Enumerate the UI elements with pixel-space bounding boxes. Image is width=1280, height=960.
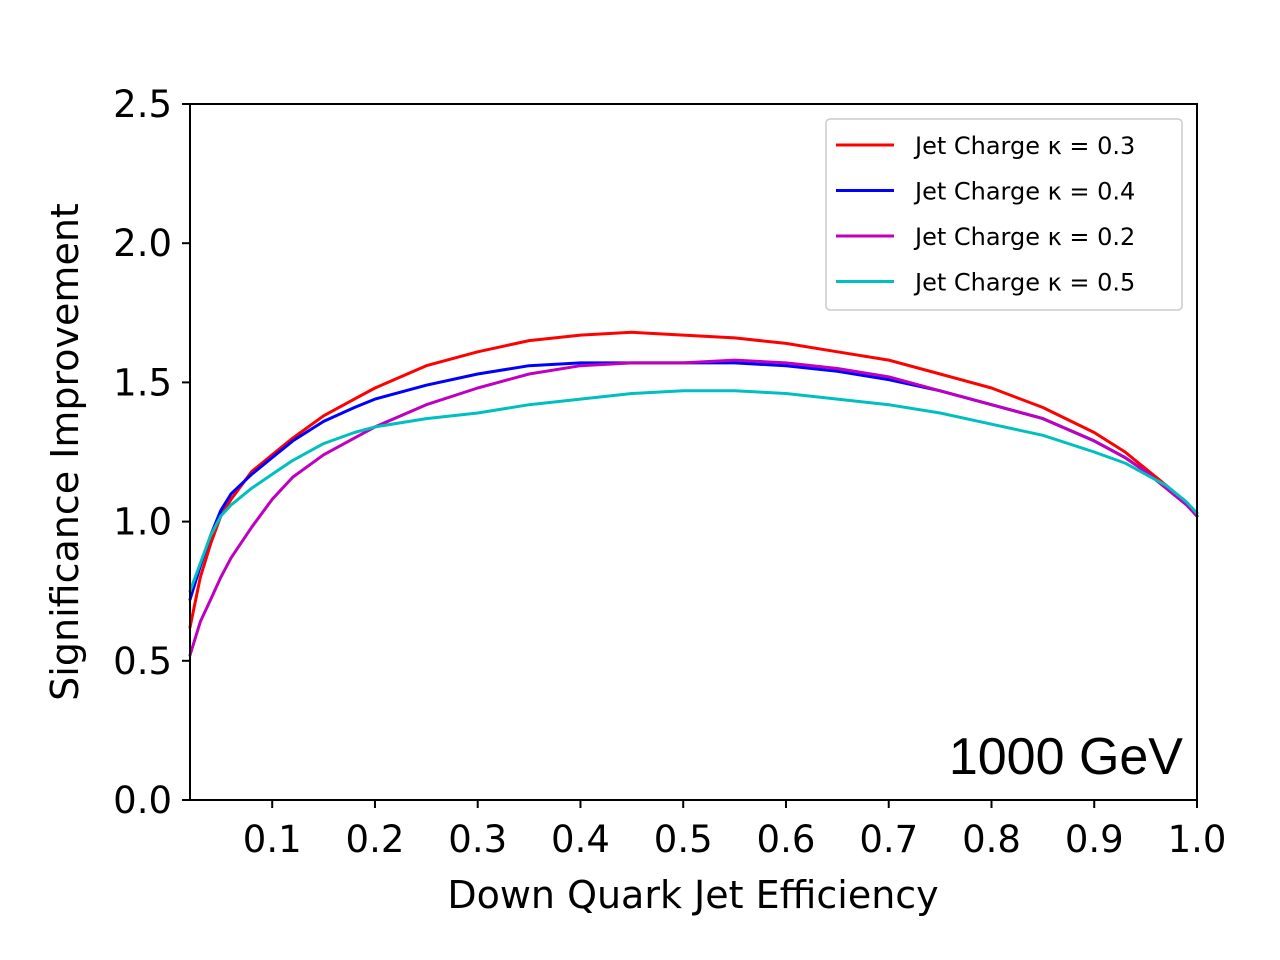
x-tick-label: 0.1 <box>243 818 302 861</box>
ticks-layer: 0.1 0.2 0.3 0.4 0.5 0.6 0.7 0.8 0.9 1.0 0.0 0.5 1.0 1… <box>113 83 1226 861</box>
chart-annotation: 1000 GeV <box>949 728 1183 786</box>
x-tick-label: 1.0 <box>1168 818 1227 861</box>
series-line-2 <box>188 358 1199 657</box>
y-tick-label: 1.5 <box>113 361 172 404</box>
x-axis-label: Down Quark Jet Efficiency <box>447 873 938 917</box>
y-tick-label: 2.0 <box>113 222 172 265</box>
series-layer <box>188 330 1199 657</box>
y-tick-label: 1.0 <box>113 501 172 544</box>
legend: Jet Charge κ = 0.3 Jet Charge κ = 0.4 Jet … <box>825 118 1183 311</box>
legend-label-2: Jet Charge κ = 0.2 <box>913 223 1135 251</box>
y-tick-label: 0.5 <box>113 640 172 683</box>
series-line-3 <box>188 389 1199 593</box>
x-tick-label: 0.4 <box>551 818 610 861</box>
x-tick-label: 0.6 <box>757 818 816 861</box>
y-tick-label: 0.0 <box>113 779 172 822</box>
x-tick-label: 0.3 <box>448 818 507 861</box>
x-tick-label: 0.2 <box>346 818 405 861</box>
x-tick-label: 0.7 <box>859 818 918 861</box>
x-tick-label: 0.8 <box>962 818 1021 861</box>
y-axis-label: Significance Improvement <box>43 203 87 701</box>
x-tick-label: 0.5 <box>654 818 713 861</box>
legend-box <box>825 118 1183 311</box>
y-tick-label: 2.5 <box>113 83 172 126</box>
plot-frame <box>189 103 1198 801</box>
legend-label-0: Jet Charge κ = 0.3 <box>913 132 1135 160</box>
x-tick-label: 0.9 <box>1065 818 1124 861</box>
legend-label-3: Jet Charge κ = 0.5 <box>913 269 1135 297</box>
legend-label-1: Jet Charge κ = 0.4 <box>913 178 1135 206</box>
